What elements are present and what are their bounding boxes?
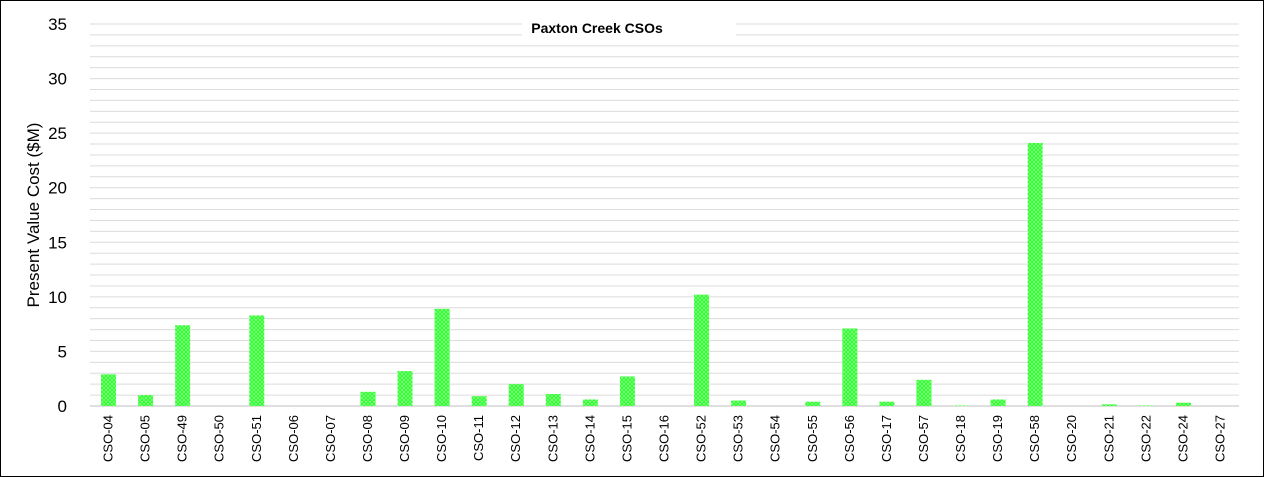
y-axis-ticks: 0 5 10 15 20 25 30 35 — [48, 15, 67, 416]
x-tick-label: CSO-56 — [842, 415, 857, 462]
y-tick-label: 0 — [58, 397, 67, 416]
bar — [1175, 402, 1191, 406]
x-tick-label: CSO-51 — [249, 415, 264, 462]
x-tick-label: CSO-05 — [138, 415, 153, 462]
y-tick-label: 5 — [58, 342, 67, 361]
x-tick-label: CSO-08 — [360, 415, 375, 462]
x-tick-label: CSO-57 — [916, 415, 931, 462]
x-tick-label: CSO-54 — [768, 415, 783, 462]
bar — [694, 294, 710, 406]
x-tick-label: CSO-52 — [694, 415, 709, 462]
bar — [101, 374, 117, 406]
x-tick-label: CSO-13 — [545, 415, 560, 462]
x-tick-label: CSO-27 — [1212, 415, 1227, 462]
title-background — [522, 16, 736, 42]
bar — [805, 401, 821, 406]
y-tick-label: 20 — [48, 179, 67, 198]
bar — [471, 396, 487, 406]
y-tick-label: 15 — [48, 233, 67, 252]
x-tick-label: CSO-16 — [657, 415, 672, 462]
bar — [619, 376, 635, 406]
x-tick-label: CSO-49 — [175, 415, 190, 462]
x-tick-label: CSO-53 — [731, 415, 746, 462]
y-axis-label: Present Value Cost ($M) — [24, 123, 43, 308]
bar — [175, 325, 191, 406]
x-tick-label: CSO-11 — [471, 415, 486, 461]
y-tick-label: 30 — [48, 70, 67, 89]
x-tick-label: CSO-10 — [434, 415, 449, 462]
bar — [842, 328, 858, 406]
bar — [731, 400, 747, 406]
x-tick-label: CSO-19 — [990, 415, 1005, 462]
x-tick-label: CSO-17 — [879, 415, 894, 462]
x-tick-label: CSO-15 — [619, 415, 634, 462]
bar — [545, 393, 561, 406]
bar — [953, 405, 969, 406]
bar — [990, 399, 1006, 406]
y-tick-label: 35 — [48, 15, 67, 34]
x-tick-label: CSO-21 — [1101, 415, 1116, 462]
bar — [1138, 405, 1154, 406]
x-tick-label: CSO-50 — [212, 415, 227, 462]
chart-title: Paxton Creek CSOs — [531, 20, 663, 36]
bar — [916, 379, 932, 406]
bar — [138, 395, 154, 406]
x-tick-label: CSO-18 — [953, 415, 968, 462]
bar — [1101, 404, 1117, 406]
y-tick-label: 25 — [48, 124, 67, 143]
bar — [397, 371, 413, 406]
x-tick-label: CSO-22 — [1138, 415, 1153, 462]
bar — [360, 391, 376, 406]
y-tick-label: 10 — [48, 288, 67, 307]
x-tick-label: CSO-14 — [582, 415, 597, 462]
x-tick-label: CSO-55 — [805, 415, 820, 462]
x-tick-label: CSO-20 — [1064, 415, 1079, 462]
bars — [101, 142, 1191, 407]
x-tick-label: CSO-04 — [101, 415, 116, 462]
bar — [1027, 142, 1043, 407]
x-tick-label: CSO-06 — [286, 415, 301, 462]
bar — [508, 384, 524, 406]
x-tick-label: CSO-12 — [508, 415, 523, 462]
bar — [582, 399, 598, 406]
x-tick-label: CSO-07 — [323, 415, 338, 462]
gridlines — [90, 23, 1239, 407]
bar — [434, 308, 450, 406]
x-tick-label: CSO-58 — [1027, 415, 1042, 462]
bar — [249, 315, 265, 406]
bar — [879, 401, 895, 406]
x-tick-label: CSO-24 — [1175, 415, 1190, 462]
x-tick-label: CSO-09 — [397, 415, 412, 462]
x-axis-ticks: CSO-04 CSO-05 CSO-49 CSO-50 CSO-51 CSO-06 CSO-… — [101, 415, 1228, 462]
